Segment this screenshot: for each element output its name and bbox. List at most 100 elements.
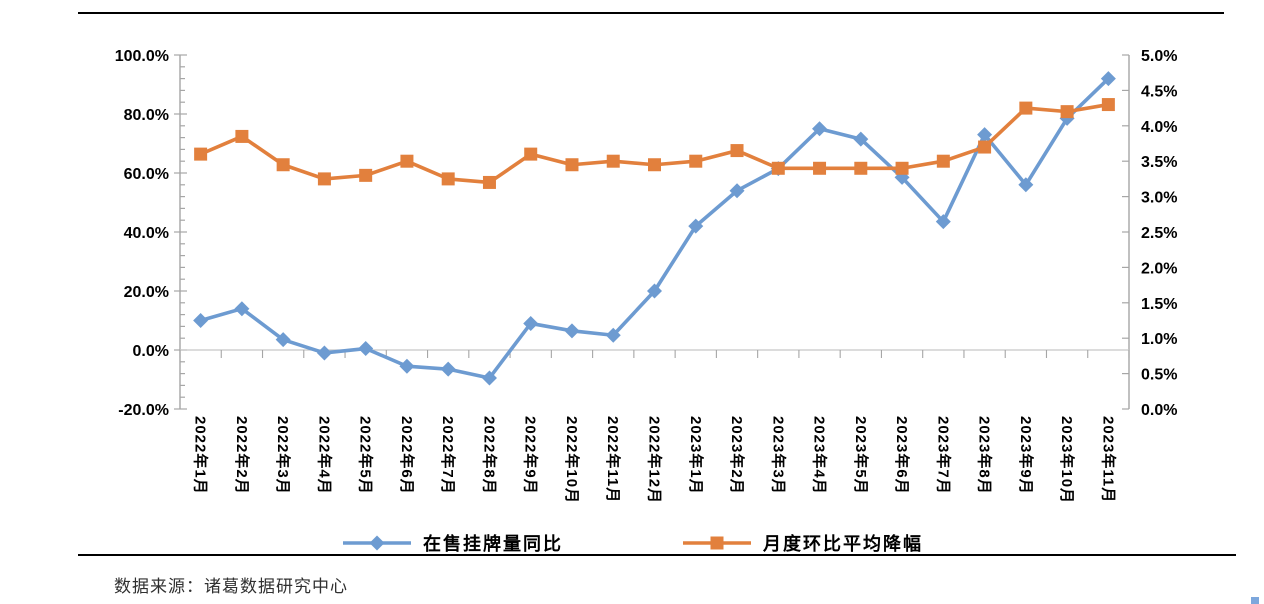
chart-legend: 在售挂牌量同比 月度环比平均降幅: [0, 528, 1264, 558]
right-axis-tick-label: 3.5%: [1141, 154, 1177, 171]
right-axis-tick-label: 0.0%: [1141, 402, 1177, 419]
x-axis-month-label: 2023年4月: [811, 416, 829, 495]
x-axis-month-label: 2023年10月: [1058, 416, 1076, 504]
x-axis-month-label: 2022年2月: [233, 416, 251, 495]
bottom-divider-line: [78, 554, 1236, 556]
data-point-square: [400, 154, 414, 168]
data-point-square: [895, 161, 909, 175]
x-axis-month-label: 2023年7月: [934, 416, 952, 495]
left-axis-tick-label: 80.0%: [124, 107, 169, 124]
data-source-note: 数据来源：诸葛数据研究中心: [114, 577, 348, 596]
data-point-diamond: [440, 361, 456, 377]
data-point-diamond: [358, 341, 374, 357]
corner-artifact-dot: [1251, 597, 1259, 604]
blue-diamond-series-icon: [343, 535, 411, 551]
data-point-square: [689, 154, 703, 168]
x-axis-month-label: 2022年1月: [192, 416, 210, 495]
x-axis-month-label: 2023年6月: [893, 416, 911, 495]
x-axis-month-label: 2023年8月: [976, 416, 994, 495]
x-axis-month-label: 2023年3月: [769, 416, 787, 495]
data-point-square: [194, 147, 208, 161]
legend-label-monthly-avg-drop: 月度环比平均降幅: [763, 534, 923, 554]
data-point-square: [1019, 101, 1033, 115]
data-point-square: [276, 158, 290, 172]
right-axis-tick-label: 4.5%: [1141, 83, 1177, 100]
right-axis-tick-label: 3.0%: [1141, 190, 1177, 207]
x-axis-month-label: 2022年11月: [604, 416, 622, 503]
x-axis-month-label: 2022年3月: [274, 416, 292, 495]
data-point-diamond: [564, 323, 580, 339]
x-axis-month-label: 2023年5月: [852, 416, 870, 495]
data-point-square: [978, 140, 992, 154]
data-point-square: [235, 129, 249, 143]
data-point-diamond: [647, 283, 662, 299]
data-point-square: [710, 536, 724, 550]
data-point-diamond: [853, 131, 869, 147]
orange-square-series-icon: [683, 536, 751, 550]
left-axis-tick-label: 60.0%: [124, 166, 169, 183]
data-point-square: [565, 158, 579, 172]
legend-item-listing-yoy: 在售挂牌量同比: [341, 530, 563, 556]
data-point-square: [317, 172, 331, 186]
x-axis-month-label: 2022年7月: [439, 416, 457, 495]
data-point-diamond: [605, 327, 621, 343]
left-axis-tick-label: -20.0%: [118, 402, 169, 419]
series-line: [198, 76, 1111, 380]
data-point-square: [606, 154, 620, 168]
series-monthly-avg-drop: [194, 98, 1115, 189]
right-axis-tick-label: 5.0%: [1141, 48, 1177, 65]
data-point-diamond: [369, 535, 385, 551]
x-axis-month-label: 2023年9月: [1017, 416, 1035, 495]
right-axis-tick-label: 0.5%: [1141, 367, 1177, 384]
data-point-square: [813, 161, 827, 175]
data-point-diamond: [275, 332, 291, 348]
series-listing-yoy: [193, 71, 1116, 386]
x-axis-month-label: 2022年4月: [315, 416, 333, 495]
data-point-diamond: [399, 358, 415, 374]
left-axis-tick-label: 100.0%: [115, 48, 169, 65]
data-point-diamond: [812, 121, 828, 137]
data-point-square: [524, 147, 538, 161]
x-axis-month-label: 2023年1月: [687, 416, 705, 495]
x-axis-month-label: 2022年9月: [522, 416, 540, 495]
data-point-square: [441, 172, 455, 186]
data-point-square: [771, 161, 785, 175]
legend-item-monthly-avg-drop: 月度环比平均降幅: [681, 530, 923, 556]
right-axis-tick-label: 2.5%: [1141, 225, 1177, 242]
data-point-square: [730, 144, 744, 158]
data-point-square: [482, 175, 496, 189]
x-axis-month-label: 2023年2月: [728, 416, 746, 495]
data-point-diamond: [977, 127, 993, 143]
data-point-diamond: [193, 313, 209, 328]
data-point-diamond: [729, 183, 745, 199]
x-axis-month-label: 2022年6月: [398, 416, 416, 495]
left-axis-tick-label: 40.0%: [124, 225, 169, 242]
data-point-diamond: [688, 218, 704, 234]
right-axis-tick-label: 1.0%: [1141, 331, 1177, 348]
data-point-diamond: [1018, 177, 1034, 193]
right-axis-tick-label: 2.0%: [1141, 260, 1177, 277]
x-axis-month-label: 2022年12月: [646, 416, 664, 504]
right-axis-tick-label: 1.5%: [1141, 296, 1177, 313]
x-axis-month-label: 2023年11月: [1099, 416, 1117, 503]
legend-label-listing-yoy: 在售挂牌量同比: [423, 534, 563, 554]
x-axis-month-label: 2022年5月: [357, 416, 375, 495]
data-point-diamond: [1100, 71, 1116, 87]
data-point-diamond: [523, 315, 539, 331]
data-point-square: [648, 158, 661, 172]
data-point-square: [854, 161, 868, 175]
data-point-diamond: [316, 345, 332, 361]
top-divider-line: [78, 12, 1224, 14]
x-axis-month-label: 2022年8月: [480, 416, 498, 495]
data-point-diamond: [481, 370, 497, 386]
left-axis-tick-label: 20.0%: [124, 284, 169, 301]
data-point-square: [936, 154, 950, 168]
data-point-diamond: [234, 301, 250, 317]
x-axis-month-label: 2022年10月: [563, 416, 581, 504]
data-point-square: [1101, 98, 1115, 112]
left-axis-tick-label: 0.0%: [133, 343, 169, 360]
data-point-diamond: [935, 214, 951, 230]
data-point-square: [359, 168, 373, 182]
